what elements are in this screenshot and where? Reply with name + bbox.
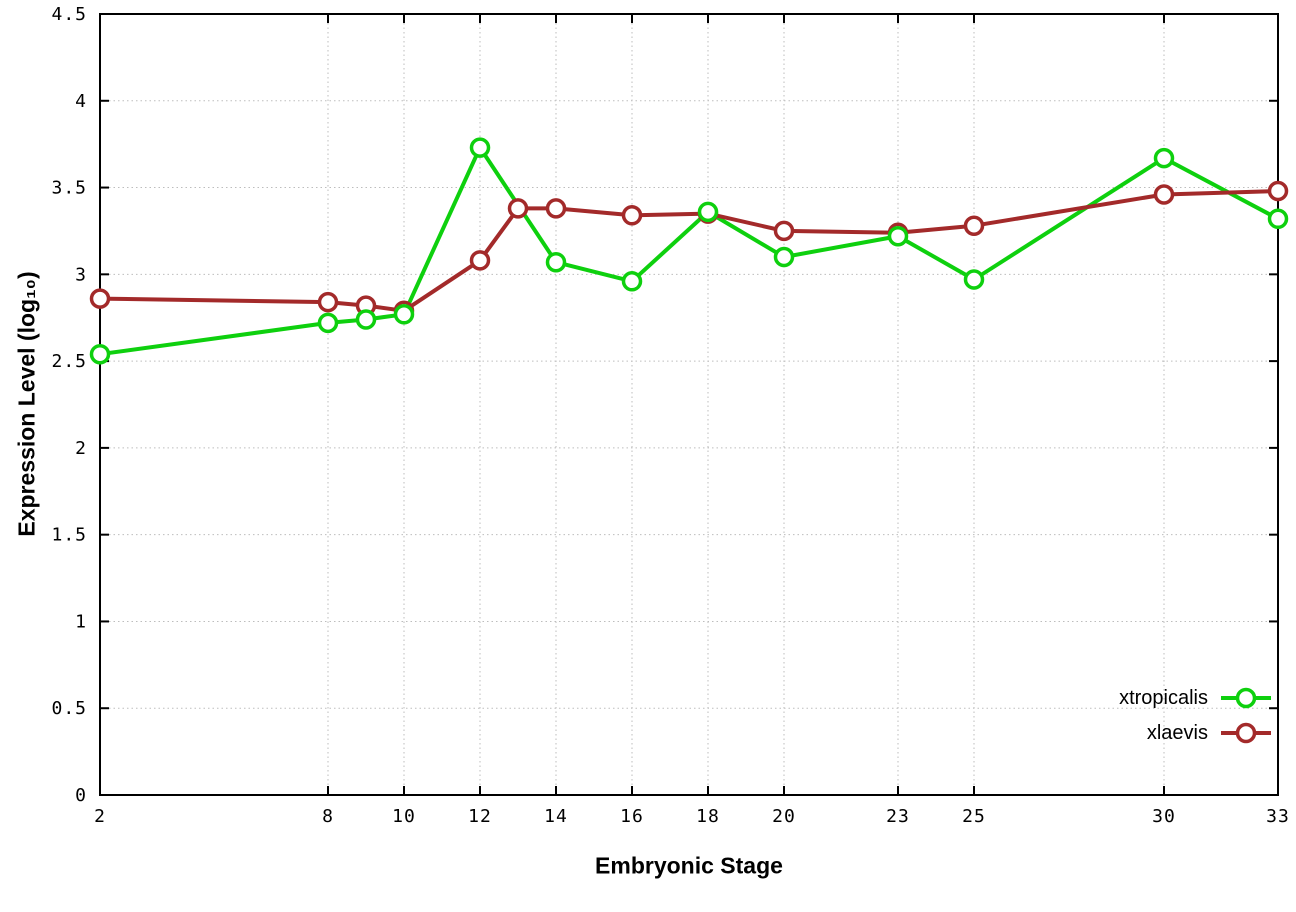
series-line-xtropicalis — [98, 145, 1280, 357]
x-tick-label: 8 — [322, 806, 334, 827]
plot-border — [99, 13, 1279, 796]
series-point-xlaevis — [1153, 184, 1175, 205]
series-point-xtropicalis — [545, 251, 567, 273]
series-point-xtropicalis — [1267, 208, 1289, 230]
x-tick-label: 33 — [1266, 806, 1290, 827]
legend-item-xtropicalis: xtropicalis — [1119, 684, 1274, 712]
series-point-xtropicalis — [89, 343, 111, 365]
series-point-xlaevis — [469, 250, 491, 271]
y-tick-label: 1.5 — [51, 525, 87, 546]
x-tick-label: 20 — [772, 806, 796, 827]
series-point-xlaevis — [773, 220, 795, 242]
y-tick-label: 0 — [75, 785, 87, 806]
y-tick-label: 3.5 — [51, 178, 87, 199]
series-point-xtropicalis — [773, 246, 795, 268]
series-point-xtropicalis — [697, 201, 719, 223]
legend: xtropicalis xlaevis — [1119, 684, 1274, 747]
x-tick-label: 10 — [392, 806, 416, 827]
series-points-xtropicalis — [89, 137, 1289, 365]
legend-label-xtropicalis: xtropicalis — [1119, 686, 1208, 709]
series-point-xlaevis — [1267, 180, 1289, 202]
legend-item-xlaevis: xlaevis — [1147, 719, 1274, 747]
series-point-xtropicalis — [1153, 147, 1175, 169]
series-point-xlaevis — [963, 215, 985, 236]
x-tick-label: 2 — [94, 806, 106, 827]
y-tick-label: 4 — [75, 91, 87, 112]
series-point-xtropicalis — [963, 269, 985, 290]
x-tick-label: 18 — [696, 806, 720, 827]
legend-marker-xtropicalis — [1221, 687, 1271, 709]
legend-label-xlaevis: xlaevis — [1146, 721, 1208, 744]
series-point-xtropicalis — [393, 304, 415, 325]
x-tick-label: 16 — [620, 806, 644, 827]
y-tick-label: 3 — [75, 264, 87, 285]
series-point-xtropicalis — [317, 312, 339, 334]
y-tick-label: 2.5 — [51, 351, 87, 372]
series-point-xtropicalis — [355, 309, 377, 330]
y-tick-label: 4.5 — [51, 4, 87, 25]
series-point-xtropicalis — [621, 271, 643, 292]
series-point-xtropicalis — [469, 137, 491, 158]
series-point-xlaevis — [545, 198, 567, 219]
series-point-xlaevis — [89, 288, 111, 309]
x-tick-label: 14 — [544, 806, 568, 827]
legend-marker-xlaevis — [1221, 722, 1271, 744]
series-point-xtropicalis — [887, 225, 909, 247]
x-tick-label: 25 — [962, 806, 986, 827]
x-tick-label: 12 — [468, 806, 492, 827]
x-axis-title: Embryonic Stage — [595, 852, 783, 879]
y-tick-label: 2 — [75, 438, 87, 459]
y-axis-title: Expression Level (log₁₀) — [13, 271, 40, 537]
x-tick-label: 23 — [886, 806, 910, 827]
series-point-xlaevis — [317, 291, 339, 313]
y-tick-label: 0.5 — [51, 698, 87, 719]
series-point-xlaevis — [507, 198, 529, 219]
series-line-xlaevis — [98, 189, 1280, 313]
y-tick-label: 1 — [75, 611, 87, 632]
x-tick-label: 30 — [1152, 806, 1176, 827]
series-point-xlaevis — [621, 205, 643, 226]
